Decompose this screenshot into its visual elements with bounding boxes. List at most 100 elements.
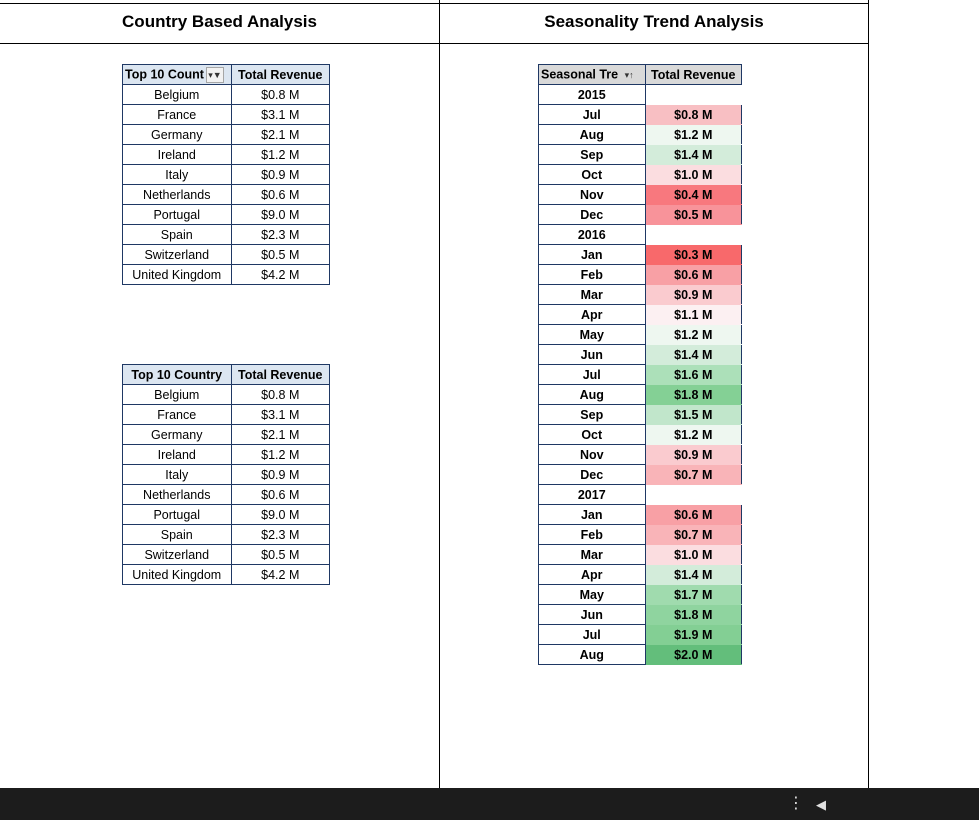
country-cell[interactable]: United Kingdom [122,564,232,585]
month-label-cell[interactable]: Apr [538,564,646,585]
month-label-cell[interactable]: Jun [538,344,646,365]
country-cell[interactable]: Spain [122,524,232,545]
country-cell[interactable]: Netherlands [122,484,232,505]
revenue-cell[interactable]: $2.1 M [230,424,331,445]
seasonal-revenue-cell[interactable]: $0.6 M [644,264,743,285]
seasonal-revenue-cell[interactable] [644,84,743,105]
seasonal-revenue-cell[interactable]: $1.9 M [644,624,743,645]
month-label-cell[interactable]: Mar [538,544,646,565]
revenue-cell[interactable]: $0.5 M [230,244,331,265]
month-label-cell[interactable]: Jan [538,504,646,525]
month-label-cell[interactable]: Sep [538,144,646,165]
revenue-cell[interactable]: $1.2 M [230,444,331,465]
revenue-cell[interactable]: $0.9 M [230,464,331,485]
seasonal-revenue-cell[interactable]: $1.6 M [644,364,743,385]
country-cell[interactable]: Spain [122,224,232,245]
month-label-cell[interactable]: Jul [538,624,646,645]
month-label-cell[interactable]: May [538,584,646,605]
year-label-cell[interactable]: 2016 [538,224,646,245]
month-label-cell[interactable]: Feb [538,524,646,545]
seasonal-revenue-cell[interactable]: $2.0 M [644,644,743,665]
revenue-cell[interactable]: $3.1 M [230,404,331,425]
month-label-cell[interactable]: Oct [538,424,646,445]
revenue-cell[interactable]: $2.3 M [230,224,331,245]
revenue-cell[interactable]: $0.9 M [230,164,331,185]
seasonal-revenue-cell[interactable]: $0.3 M [644,244,743,265]
seasonal-revenue-cell[interactable]: $1.5 M [644,404,743,425]
month-label-cell[interactable]: Aug [538,644,646,665]
month-label-cell[interactable]: Aug [538,384,646,405]
seasonal-revenue-cell[interactable] [644,224,743,245]
header-top-count[interactable]: Top 10 Count ▾▼ [122,64,232,85]
more-vertical-icon[interactable]: ⋮ [788,795,804,812]
revenue-cell[interactable]: $0.8 M [230,384,331,405]
revenue-cell[interactable]: $9.0 M [230,504,331,525]
country-cell[interactable]: Belgium [122,84,232,105]
seasonal-revenue-cell[interactable]: $0.8 M [644,104,743,125]
seasonal-revenue-cell[interactable]: $0.6 M [644,504,743,525]
seasonal-revenue-cell[interactable]: $1.2 M [644,124,743,145]
revenue-cell[interactable]: $0.6 M [230,184,331,205]
revenue-cell[interactable]: $0.6 M [230,484,331,505]
month-label-cell[interactable]: Jul [538,104,646,125]
month-label-cell[interactable]: Dec [538,464,646,485]
month-label-cell[interactable]: Oct [538,164,646,185]
month-label-cell[interactable]: Nov [538,184,646,205]
year-label-cell[interactable]: 2015 [538,84,646,105]
seasonal-revenue-cell[interactable]: $1.4 M [644,144,743,165]
country-cell[interactable]: Netherlands [122,184,232,205]
seasonal-trend-pivot-table[interactable]: Seasonal Tre ▾↑ Total Revenue 2015 Jul $0.8… [538,64,743,665]
seasonal-revenue-cell[interactable]: $1.8 M [644,604,743,625]
seasonal-revenue-cell[interactable]: $1.4 M [644,344,743,365]
month-label-cell[interactable]: Jun [538,604,646,625]
year-label-cell[interactable]: 2017 [538,484,646,505]
country-cell[interactable]: Germany [122,424,232,445]
revenue-cell[interactable]: $4.2 M [230,564,331,585]
seasonal-revenue-cell[interactable]: $1.0 M [644,164,743,185]
month-label-cell[interactable]: Aug [538,124,646,145]
country-cell[interactable]: Germany [122,124,232,145]
month-label-cell[interactable]: Jan [538,244,646,265]
seasonal-revenue-cell[interactable]: $0.5 M [644,204,743,225]
country-cell[interactable]: Ireland [122,144,232,165]
country-cell[interactable]: Ireland [122,444,232,465]
country-cell[interactable]: Belgium [122,384,232,405]
month-label-cell[interactable]: Apr [538,304,646,325]
seasonal-revenue-cell[interactable]: $1.2 M [644,324,743,345]
revenue-cell[interactable]: $3.1 M [230,104,331,125]
seasonal-revenue-cell[interactable]: $1.8 M [644,384,743,405]
month-label-cell[interactable]: Mar [538,284,646,305]
month-label-cell[interactable]: Jul [538,364,646,385]
header-seasonal-trend[interactable]: Seasonal Tre ▾↑ [538,64,646,85]
country-cell[interactable]: Italy [122,164,232,185]
filter-icon[interactable]: ▾▼ [205,66,224,83]
country-cell[interactable]: Italy [122,464,232,485]
seasonal-revenue-cell[interactable]: $0.7 M [644,464,743,485]
country-cell[interactable]: France [122,404,232,425]
country-cell[interactable]: Switzerland [122,544,232,565]
month-label-cell[interactable]: Feb [538,264,646,285]
seasonal-revenue-cell[interactable]: $1.1 M [644,304,743,325]
month-label-cell[interactable]: Nov [538,444,646,465]
seasonal-revenue-cell[interactable]: $1.4 M [644,564,743,585]
revenue-cell[interactable]: $1.2 M [230,144,331,165]
revenue-cell[interactable]: $2.1 M [230,124,331,145]
revenue-cell[interactable]: $0.5 M [230,544,331,565]
seasonal-revenue-cell[interactable]: $0.9 M [644,444,743,465]
revenue-cell[interactable]: $0.8 M [230,84,331,105]
revenue-cell[interactable]: $4.2 M [230,264,331,285]
seasonal-revenue-cell[interactable]: $1.2 M [644,424,743,445]
month-label-cell[interactable]: May [538,324,646,345]
month-label-cell[interactable]: Dec [538,204,646,225]
revenue-cell[interactable]: $2.3 M [230,524,331,545]
country-cell[interactable]: United Kingdom [122,264,232,285]
back-triangle-icon[interactable]: ◀ [816,797,826,812]
country-cell[interactable]: Portugal [122,204,232,225]
seasonal-revenue-cell[interactable]: $0.9 M [644,284,743,305]
seasonal-revenue-cell[interactable]: $1.0 M [644,544,743,565]
sort-filter-icon[interactable]: ▾↑ [620,66,639,83]
seasonal-revenue-cell[interactable]: $0.4 M [644,184,743,205]
country-cell[interactable]: Portugal [122,504,232,525]
revenue-cell[interactable]: $9.0 M [230,204,331,225]
country-cell[interactable]: Switzerland [122,244,232,265]
